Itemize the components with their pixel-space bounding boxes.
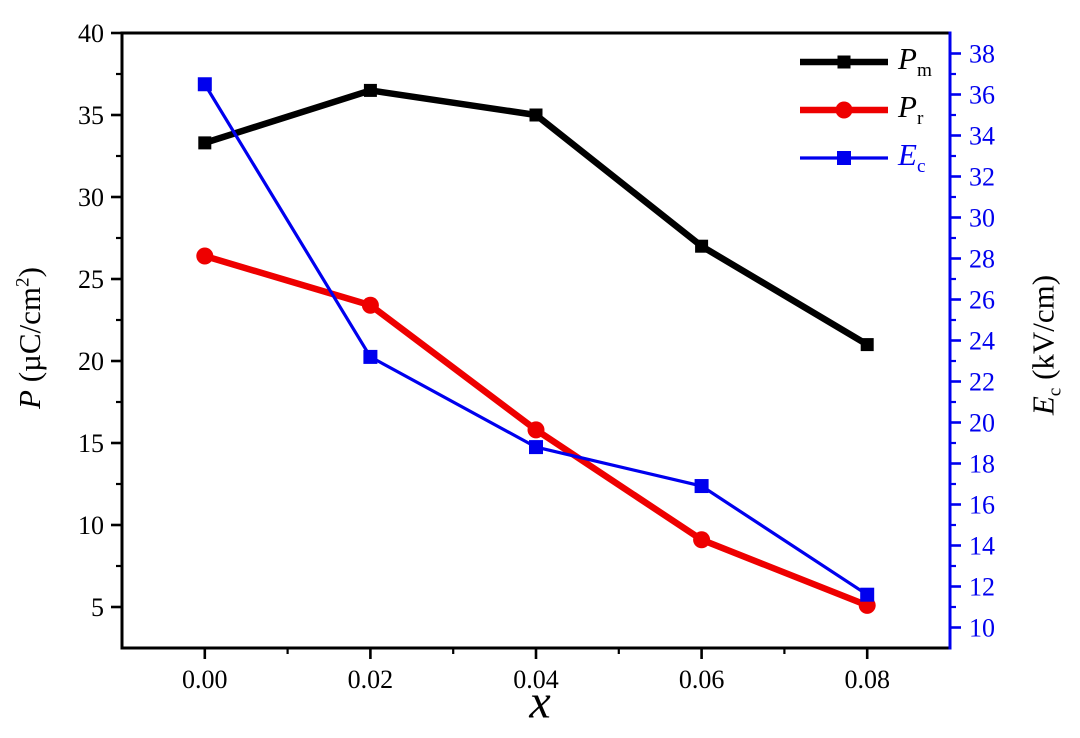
legend-label-pm-sub: m xyxy=(916,60,932,82)
y-left-tick-label: 30 xyxy=(78,183,104,212)
left-axis-title-unit: (µC/cm xyxy=(12,286,47,391)
x-tick-label: 0.08 xyxy=(844,665,890,694)
legend-sample-pr-icon xyxy=(800,101,888,119)
y-left-tick-label: 20 xyxy=(78,347,104,376)
y-right-tick-label: 12 xyxy=(969,573,995,602)
marker-pr-circle xyxy=(527,421,545,439)
right-axis-title: Ec (kV/cm) xyxy=(1025,275,1066,415)
legend-label-pr: Pr xyxy=(898,91,923,128)
y-left-tick-label: 5 xyxy=(91,593,104,622)
marker-ec-square xyxy=(363,349,378,364)
x-tick-label: 0.06 xyxy=(679,665,725,694)
y-right-tick-label: 24 xyxy=(969,327,995,356)
marker-ec-square xyxy=(197,77,212,92)
y-left-tick-label: 25 xyxy=(78,265,104,294)
legend-item-pr: Pr xyxy=(796,86,932,134)
y-right-tick-label: 16 xyxy=(969,491,995,520)
marker-pm-square xyxy=(695,239,709,253)
left-axis-title: P (µC/cm2) xyxy=(12,267,48,409)
y-right-tick-label: 18 xyxy=(969,450,995,479)
series-pr xyxy=(196,247,876,614)
legend-sample-pm-icon xyxy=(800,55,888,69)
y-right-tick-label: 26 xyxy=(969,286,995,315)
legend: Pm Pr Ec xyxy=(796,38,932,182)
legend-label-pm-main: P xyxy=(898,41,917,77)
marker-pm-square xyxy=(363,83,377,97)
marker-ec-square xyxy=(694,479,709,494)
series-ec-line xyxy=(203,83,869,597)
legend-label-pr-sub: r xyxy=(916,108,924,130)
marker-pm-square xyxy=(860,338,874,352)
marker-pr-circle xyxy=(196,247,214,265)
legend-label-pr-main: P xyxy=(898,89,917,125)
left-axis-title-close: ) xyxy=(12,267,47,278)
legend-item-pm: Pm xyxy=(796,38,932,86)
y-right-tick-label: 20 xyxy=(969,409,995,438)
left-axis-title-sup: 2 xyxy=(12,277,34,287)
y-right-tick-label: 38 xyxy=(969,40,995,69)
y-right-tick-label: 22 xyxy=(969,368,995,397)
legend-label-pm: Pm xyxy=(898,43,932,80)
legend-label-ec-main: E xyxy=(898,137,917,173)
marker-pm-square xyxy=(529,108,543,122)
legend-label-ec: Ec xyxy=(898,139,925,176)
marker-pr-circle xyxy=(693,531,711,549)
right-axis-title-sub: c xyxy=(1044,387,1066,397)
marker-pm-square xyxy=(198,136,212,150)
legend-item-ec: Ec xyxy=(796,134,932,182)
y-right-tick-label: 28 xyxy=(969,245,995,274)
x-axis-title: x xyxy=(529,675,550,730)
legend-marker-pm-icon xyxy=(837,55,851,69)
y-left-tick-label: 10 xyxy=(78,511,104,540)
right-axis-title-symbol: E xyxy=(1025,396,1061,416)
y-left-tick-label: 35 xyxy=(78,101,104,130)
marker-ec-square xyxy=(529,440,543,455)
y-left-tick-label: 40 xyxy=(78,19,104,48)
legend-marker-pr-icon xyxy=(835,101,853,119)
legend-marker-ec-icon xyxy=(837,151,851,165)
x-tick-label: 0.02 xyxy=(348,665,394,694)
y-right-tick-label: 34 xyxy=(969,122,995,151)
series-pm-line xyxy=(203,87,869,348)
marker-pr-circle xyxy=(361,296,379,314)
series-ec xyxy=(197,77,875,602)
marker-ec-square xyxy=(860,587,875,602)
left-axis-title-symbol: P xyxy=(12,390,47,409)
y-left-tick-label: 15 xyxy=(78,429,104,458)
x-axis-title-symbol: x xyxy=(529,675,551,729)
series-pm xyxy=(198,83,874,352)
y-right-tick-label: 14 xyxy=(969,532,995,561)
legend-sample-ec-icon xyxy=(800,151,888,165)
y-right-tick-label: 36 xyxy=(969,81,995,110)
y-right-tick-label: 10 xyxy=(969,614,995,643)
y-right-tick-label: 30 xyxy=(969,204,995,233)
right-axis-title-unit: (kV/cm) xyxy=(1025,274,1061,388)
x-tick-label: 0.00 xyxy=(182,665,228,694)
legend-label-ec-sub: c xyxy=(916,156,926,178)
y-right-tick-label: 32 xyxy=(969,163,995,192)
x-tick-label: 0.04 xyxy=(513,665,559,694)
